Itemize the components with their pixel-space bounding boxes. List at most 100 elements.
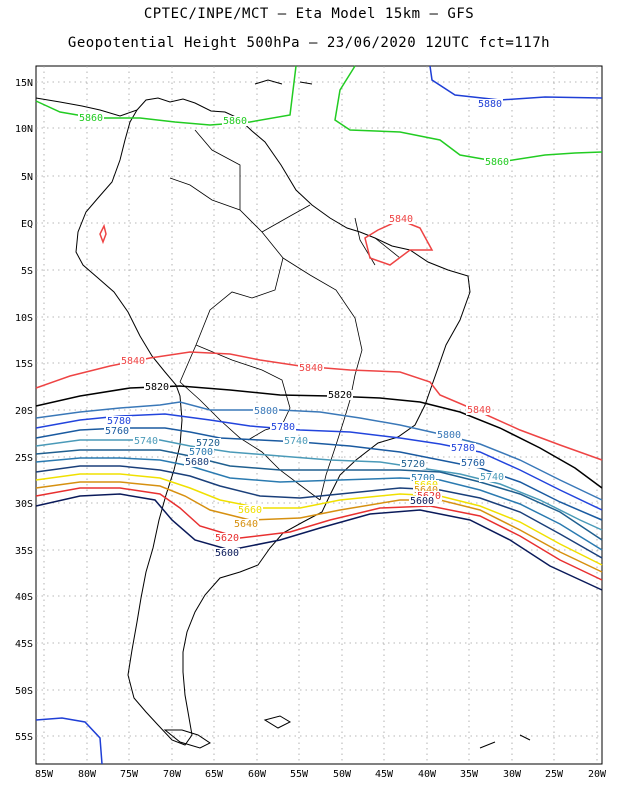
contour-label-bg <box>450 443 476 453</box>
contour-label-bg <box>477 99 503 109</box>
contour-label-bg <box>413 485 439 495</box>
contour-label-bg <box>253 406 279 416</box>
contour-5620 <box>35 487 603 581</box>
contour-label-bg <box>400 459 426 469</box>
lon-tick-label: 85W <box>35 769 54 780</box>
contour-label-bg <box>270 422 296 432</box>
contour-label: 5720 <box>196 438 220 449</box>
contour-label-bg <box>78 113 104 123</box>
contour-label-bg <box>298 363 324 373</box>
lon-tick-label: 55W <box>290 769 309 780</box>
lon-tick-label: 80W <box>78 769 97 780</box>
contour-label: 5800 <box>437 430 461 441</box>
contour-label-bg <box>214 548 240 558</box>
title-line-1: CPTEC/INPE/MCT – Eta Model 15km – GFS <box>143 6 475 22</box>
coastline-south-america <box>75 97 471 746</box>
coastline-caribbean-islands <box>254 79 531 749</box>
contour-label: 5820 <box>145 382 169 393</box>
contour-label: 5660 <box>238 505 262 516</box>
country-borders <box>169 129 401 501</box>
contour-label-bg <box>184 457 210 467</box>
contour-5680 <box>35 465 603 559</box>
contour-label-bg <box>233 519 259 529</box>
contour-5840 <box>99 223 107 245</box>
latitude-labels: 15N 10N 5N EQ 5S 10S 15S 20S 25S 30S 35S 40S 45S 50S 5… <box>15 78 33 743</box>
contour-5860 <box>35 65 297 126</box>
contour-label: 5620 <box>215 533 239 544</box>
lat-tick-label: 15N <box>15 78 33 89</box>
lat-tick-label: 20S <box>15 406 33 417</box>
contour-label-bg <box>327 390 353 400</box>
contour-label: 5760 <box>105 426 129 437</box>
contour-label-bg <box>104 426 130 436</box>
lat-tick-label: 10N <box>15 124 33 135</box>
contour-label: 5640 <box>234 519 258 530</box>
contour-label: 5700 <box>411 473 435 484</box>
contour-5880 <box>429 65 603 101</box>
contour-label-bg <box>484 157 510 167</box>
lon-tick-label: 45W <box>375 769 394 780</box>
contour-label-bg <box>237 505 263 515</box>
contour-5640 <box>35 481 603 573</box>
contour-label: 5860 <box>223 116 247 127</box>
lat-tick-label: 45S <box>15 639 33 650</box>
lon-tick-label: 50W <box>333 769 352 780</box>
contour-label: 5840 <box>389 214 413 225</box>
contour-5600 <box>35 493 603 591</box>
lat-tick-label: 5N <box>21 172 33 183</box>
contour-label-bg <box>106 416 132 426</box>
contour-label-bg <box>436 430 462 440</box>
contour-label-bg <box>133 436 159 446</box>
coastline-falklands <box>263 715 292 729</box>
lon-tick-label: 35W <box>460 769 479 780</box>
lon-tick-label: 40W <box>418 769 437 780</box>
contour-label-bg <box>120 356 146 366</box>
map-frame <box>35 65 603 765</box>
contour-labels: 5880 5860 5860 5860 5840 5840 5840 5840 5820 5820… <box>78 99 510 559</box>
contour-label-bg <box>466 405 492 415</box>
contour-label-bg <box>409 496 435 506</box>
contour-label: 5860 <box>485 157 509 168</box>
lon-tick-label: 70W <box>163 769 182 780</box>
lat-tick-label: 35S <box>15 546 33 557</box>
contour-label: 5680 <box>185 457 209 468</box>
contour-label: 5800 <box>254 406 278 417</box>
contour-label: 5780 <box>451 443 475 454</box>
contour-label-bg <box>195 438 221 448</box>
coastline-tierra-del-fuego <box>163 729 211 749</box>
contour-label: 5700 <box>189 447 213 458</box>
lat-tick-label: 25S <box>15 453 33 464</box>
contour-label: 5740 <box>480 472 504 483</box>
lat-tick-label: 15S <box>15 359 33 370</box>
contour-5660 <box>35 473 603 566</box>
title-line-2: Geopotential Height 500hPa – 23/06/2020 … <box>67 35 551 51</box>
lat-tick-label: 10S <box>15 313 33 324</box>
contour-5800 <box>35 401 603 501</box>
contour-label: 5740 <box>134 436 158 447</box>
contour-label-bg <box>283 436 309 446</box>
contour-label-bg <box>214 533 240 543</box>
contour-label: 5600 <box>410 496 434 507</box>
lon-tick-label: 25W <box>545 769 564 780</box>
contour-5860 <box>334 65 603 163</box>
coastline-central-america <box>35 97 138 117</box>
contour-label: 5840 <box>299 363 323 374</box>
contour-label: 5740 <box>284 436 308 447</box>
landmass-outlines <box>35 79 531 749</box>
lat-tick-label: 40S <box>15 592 33 603</box>
contour-label-bg <box>188 447 214 457</box>
contour-label: 5860 <box>79 113 103 124</box>
lat-tick-label: 30S <box>15 499 33 510</box>
lat-tick-label: 50S <box>15 686 33 697</box>
lon-tick-label: 30W <box>503 769 522 780</box>
lat-tick-label: 5S <box>21 266 33 277</box>
lon-tick-label: 20W <box>588 769 607 780</box>
contour-label-bg <box>144 382 170 392</box>
contour-lines <box>35 65 603 765</box>
contour-label-bg <box>410 473 436 483</box>
contour-label: 5840 <box>467 405 491 416</box>
contour-label: 5600 <box>215 548 239 559</box>
contour-label: 5780 <box>271 422 295 433</box>
contour-5880 <box>35 717 103 765</box>
